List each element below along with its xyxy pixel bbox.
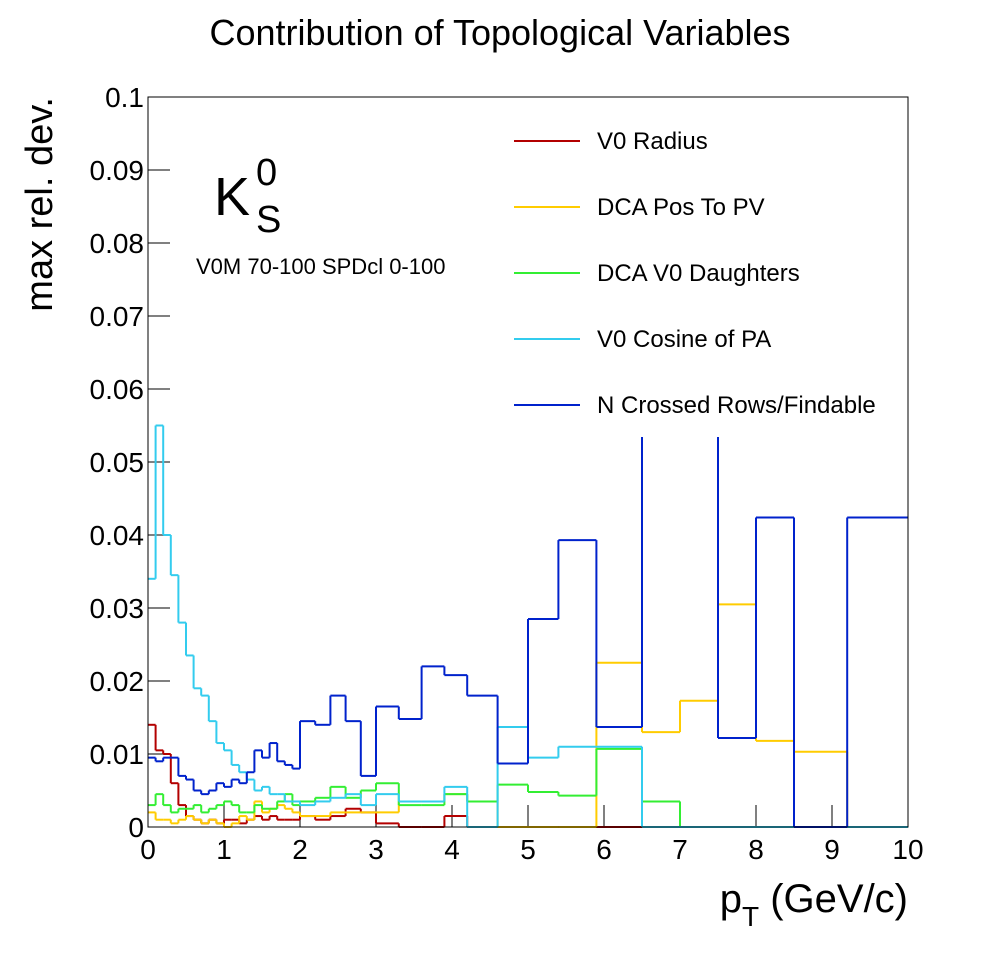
particle-sup: 0 bbox=[256, 152, 277, 194]
series bbox=[148, 351, 908, 828]
x-tick-label: 8 bbox=[748, 834, 764, 865]
legend-label: DCA V0 Daughters bbox=[597, 260, 800, 287]
x-tick-label: 9 bbox=[824, 834, 840, 865]
y-tick-label: 0.04 bbox=[90, 520, 145, 551]
plot-frame bbox=[147, 96, 909, 828]
x-label-rest: (GeV/c) bbox=[759, 877, 908, 921]
y-tick-label: 0.1 bbox=[105, 82, 144, 113]
x-tick-label: 0 bbox=[140, 834, 156, 865]
legend: V0 Radius DCA Pos To PV DCA V0 Daughters V0… bbox=[506, 108, 908, 437]
x-tick-label: 3 bbox=[368, 834, 384, 865]
legend-label: N Crossed Rows/Findable bbox=[597, 392, 876, 419]
x-tick-label: 5 bbox=[520, 834, 536, 865]
x-tick-label: 10 bbox=[892, 834, 923, 865]
x-tick-label: 7 bbox=[672, 834, 688, 865]
y-tick-label: 0.06 bbox=[90, 374, 145, 405]
y-tick-label: 0.07 bbox=[90, 301, 145, 332]
y-tick-label: 0.09 bbox=[90, 155, 145, 186]
y-tick-label: 0.03 bbox=[90, 593, 145, 624]
x-tick-label: 1 bbox=[216, 834, 232, 865]
y-axis-label: max rel. dev. bbox=[19, 97, 61, 312]
y-tick-label: 0 bbox=[128, 812, 144, 843]
y-tick-label: 0.05 bbox=[90, 447, 145, 478]
particle-label: K S 0 bbox=[214, 152, 281, 241]
y-tick-label: 0.01 bbox=[90, 739, 145, 770]
x-label-sub: T bbox=[742, 901, 759, 932]
chart-title: Contribution of Topological Variables bbox=[209, 12, 790, 53]
x-tick-label: 6 bbox=[596, 834, 612, 865]
x-tick-label: 4 bbox=[444, 834, 460, 865]
x-axis-label: pT (GeV/c) bbox=[720, 877, 908, 932]
annotation: V0M 70-100 SPDcl 0-100 bbox=[196, 254, 445, 279]
x-label-main: p bbox=[720, 877, 742, 921]
particle-sub: S bbox=[256, 199, 281, 241]
legend-label: V0 Radius bbox=[597, 128, 708, 155]
y-tick-label: 0.08 bbox=[90, 228, 145, 259]
particle-main: K bbox=[214, 167, 250, 227]
x-tick-label: 2 bbox=[292, 834, 308, 865]
legend-label: V0 Cosine of PA bbox=[597, 326, 771, 353]
y-tick-label: 0.02 bbox=[90, 666, 145, 697]
plot-area: 0 0.01 0.02 0.03 0.04 0.05 0.06 0.07 0.08 0.09 0.1… bbox=[90, 82, 924, 865]
legend-label: DCA Pos To PV bbox=[597, 194, 765, 221]
